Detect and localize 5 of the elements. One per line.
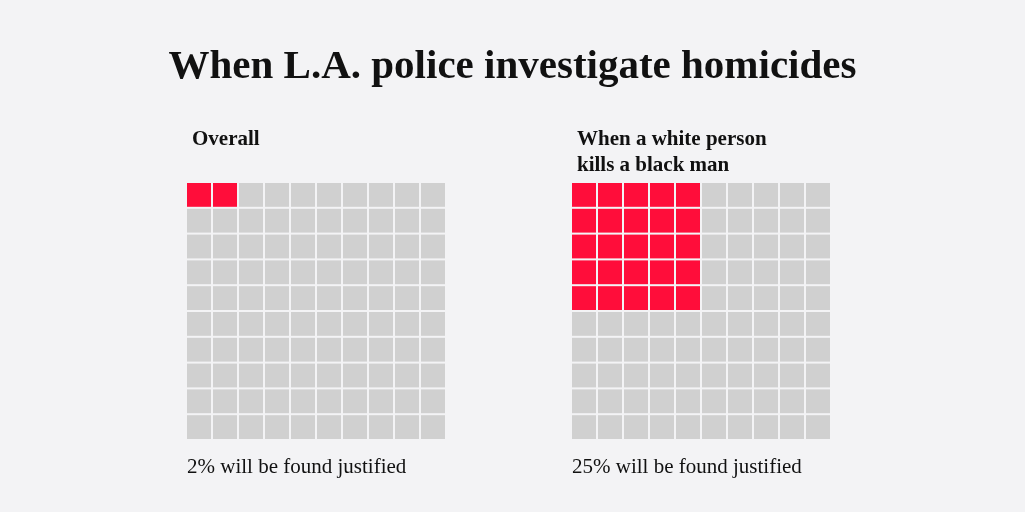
text: When a white person kills a black man [577, 126, 772, 176]
text: Overall [192, 126, 260, 150]
data-label: 25% will be found justified [572, 453, 803, 478]
text: When L.A. police investigate homicides [168, 40, 857, 87]
data-label: 2% will be found justified [187, 453, 407, 478]
